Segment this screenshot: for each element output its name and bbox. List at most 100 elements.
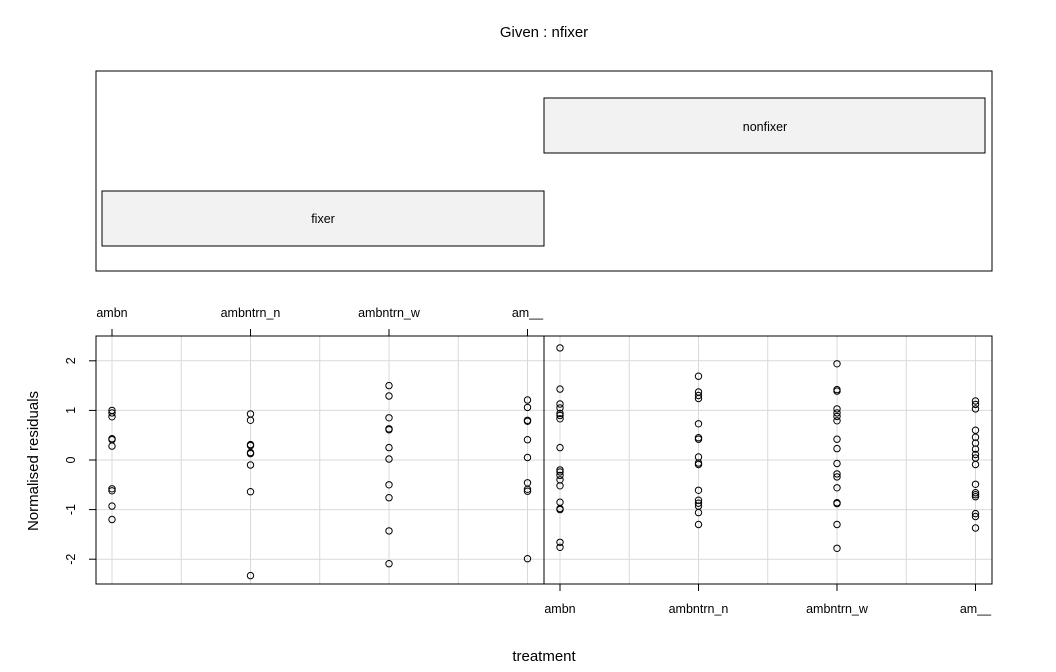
data-point — [108, 442, 116, 450]
panel-frame — [543, 335, 993, 585]
data-point — [971, 397, 980, 405]
data-point — [971, 512, 980, 521]
data-point — [556, 385, 564, 393]
data-point — [833, 405, 841, 413]
data-point — [556, 409, 564, 418]
given-label-nonfixer: nonfixer — [743, 120, 787, 134]
data-point — [694, 508, 703, 517]
data-point — [833, 387, 841, 395]
data-point — [694, 394, 703, 403]
data-point — [523, 453, 532, 462]
data-point — [833, 470, 841, 478]
data-point — [971, 460, 980, 469]
x-tick-label: ambntrn_n — [221, 306, 281, 320]
x-tick-label: ambntrn_w — [806, 602, 869, 616]
data-point — [385, 426, 393, 434]
y-tick-label: 2 — [64, 357, 78, 364]
data-point — [385, 560, 393, 568]
data-point — [971, 400, 980, 409]
data-point — [833, 409, 841, 417]
x-tick-label: am__ — [512, 306, 544, 320]
data-point — [833, 499, 841, 508]
data-point — [385, 494, 393, 502]
data-point — [556, 538, 564, 546]
given-bar-fixer — [101, 190, 545, 247]
data-point — [694, 520, 703, 529]
x-tick-label: ambn — [96, 306, 127, 320]
data-point — [556, 471, 564, 480]
data-point — [556, 505, 564, 514]
data-point — [971, 489, 980, 497]
x-tick-label: ambn — [544, 602, 575, 616]
data-point — [523, 436, 532, 444]
data-point — [971, 509, 980, 518]
data-point — [971, 480, 980, 488]
data-point — [385, 392, 393, 400]
data-point — [833, 417, 841, 425]
data-point — [833, 484, 841, 492]
y-tick-label: 0 — [64, 456, 78, 463]
given-bar-nonfixer — [543, 97, 986, 154]
y-axis-title: Normalised residuals — [25, 391, 42, 531]
data-point — [971, 445, 980, 453]
data-point — [971, 426, 980, 434]
y-tick-label: -2 — [64, 554, 78, 565]
data-point — [246, 571, 255, 580]
data-point — [833, 459, 841, 468]
data-point — [108, 409, 116, 417]
data-point — [246, 441, 255, 450]
data-point — [385, 381, 393, 390]
given-panel-frame — [95, 70, 993, 272]
data-point — [971, 493, 980, 501]
data-point — [523, 485, 532, 493]
scatter-area: ambn ambntrn_n ambntrn_w am__ambn ambntrn_n a… — [64, 306, 993, 616]
data-point — [833, 412, 841, 421]
y-tick-label: 1 — [64, 407, 78, 414]
data-point — [556, 443, 564, 452]
data-point — [833, 435, 841, 443]
data-point — [556, 411, 564, 420]
given-label-fixer: fixer — [311, 212, 335, 226]
data-point — [385, 481, 393, 489]
x-tick-label: am__ — [960, 602, 992, 616]
data-point — [833, 544, 841, 552]
data-point — [833, 473, 841, 481]
data-point — [246, 488, 255, 496]
data-point — [833, 360, 841, 368]
data-point — [556, 415, 564, 423]
data-point — [523, 417, 532, 425]
data-point — [108, 485, 116, 493]
y-tick-label: -1 — [64, 504, 78, 515]
x-axis-title: treatment — [512, 648, 576, 665]
data-point — [385, 455, 393, 463]
data-point — [694, 460, 703, 469]
chart-title: Given : nfixer — [500, 24, 588, 41]
panel-nonfixer — [543, 335, 993, 585]
data-point — [971, 450, 980, 459]
data-point — [694, 372, 703, 380]
data-point — [833, 444, 841, 453]
data-point — [523, 487, 532, 495]
data-point — [523, 555, 532, 563]
data-point — [385, 414, 393, 422]
data-point — [556, 468, 564, 476]
data-point — [246, 461, 255, 469]
data-point — [108, 502, 116, 510]
data-point — [556, 482, 564, 490]
data-point — [833, 520, 841, 529]
x-tick-label: ambntrn_w — [358, 306, 421, 320]
data-point — [556, 543, 564, 551]
data-point — [694, 391, 703, 400]
data-point — [108, 413, 116, 421]
data-point — [556, 344, 564, 352]
data-point — [971, 524, 980, 532]
data-point — [523, 396, 532, 404]
panel-fixer — [95, 335, 545, 585]
data-point — [246, 416, 255, 424]
data-point — [971, 491, 980, 499]
data-point — [385, 527, 393, 535]
data-point — [694, 499, 703, 507]
data-point — [556, 400, 564, 408]
data-point — [556, 466, 564, 474]
